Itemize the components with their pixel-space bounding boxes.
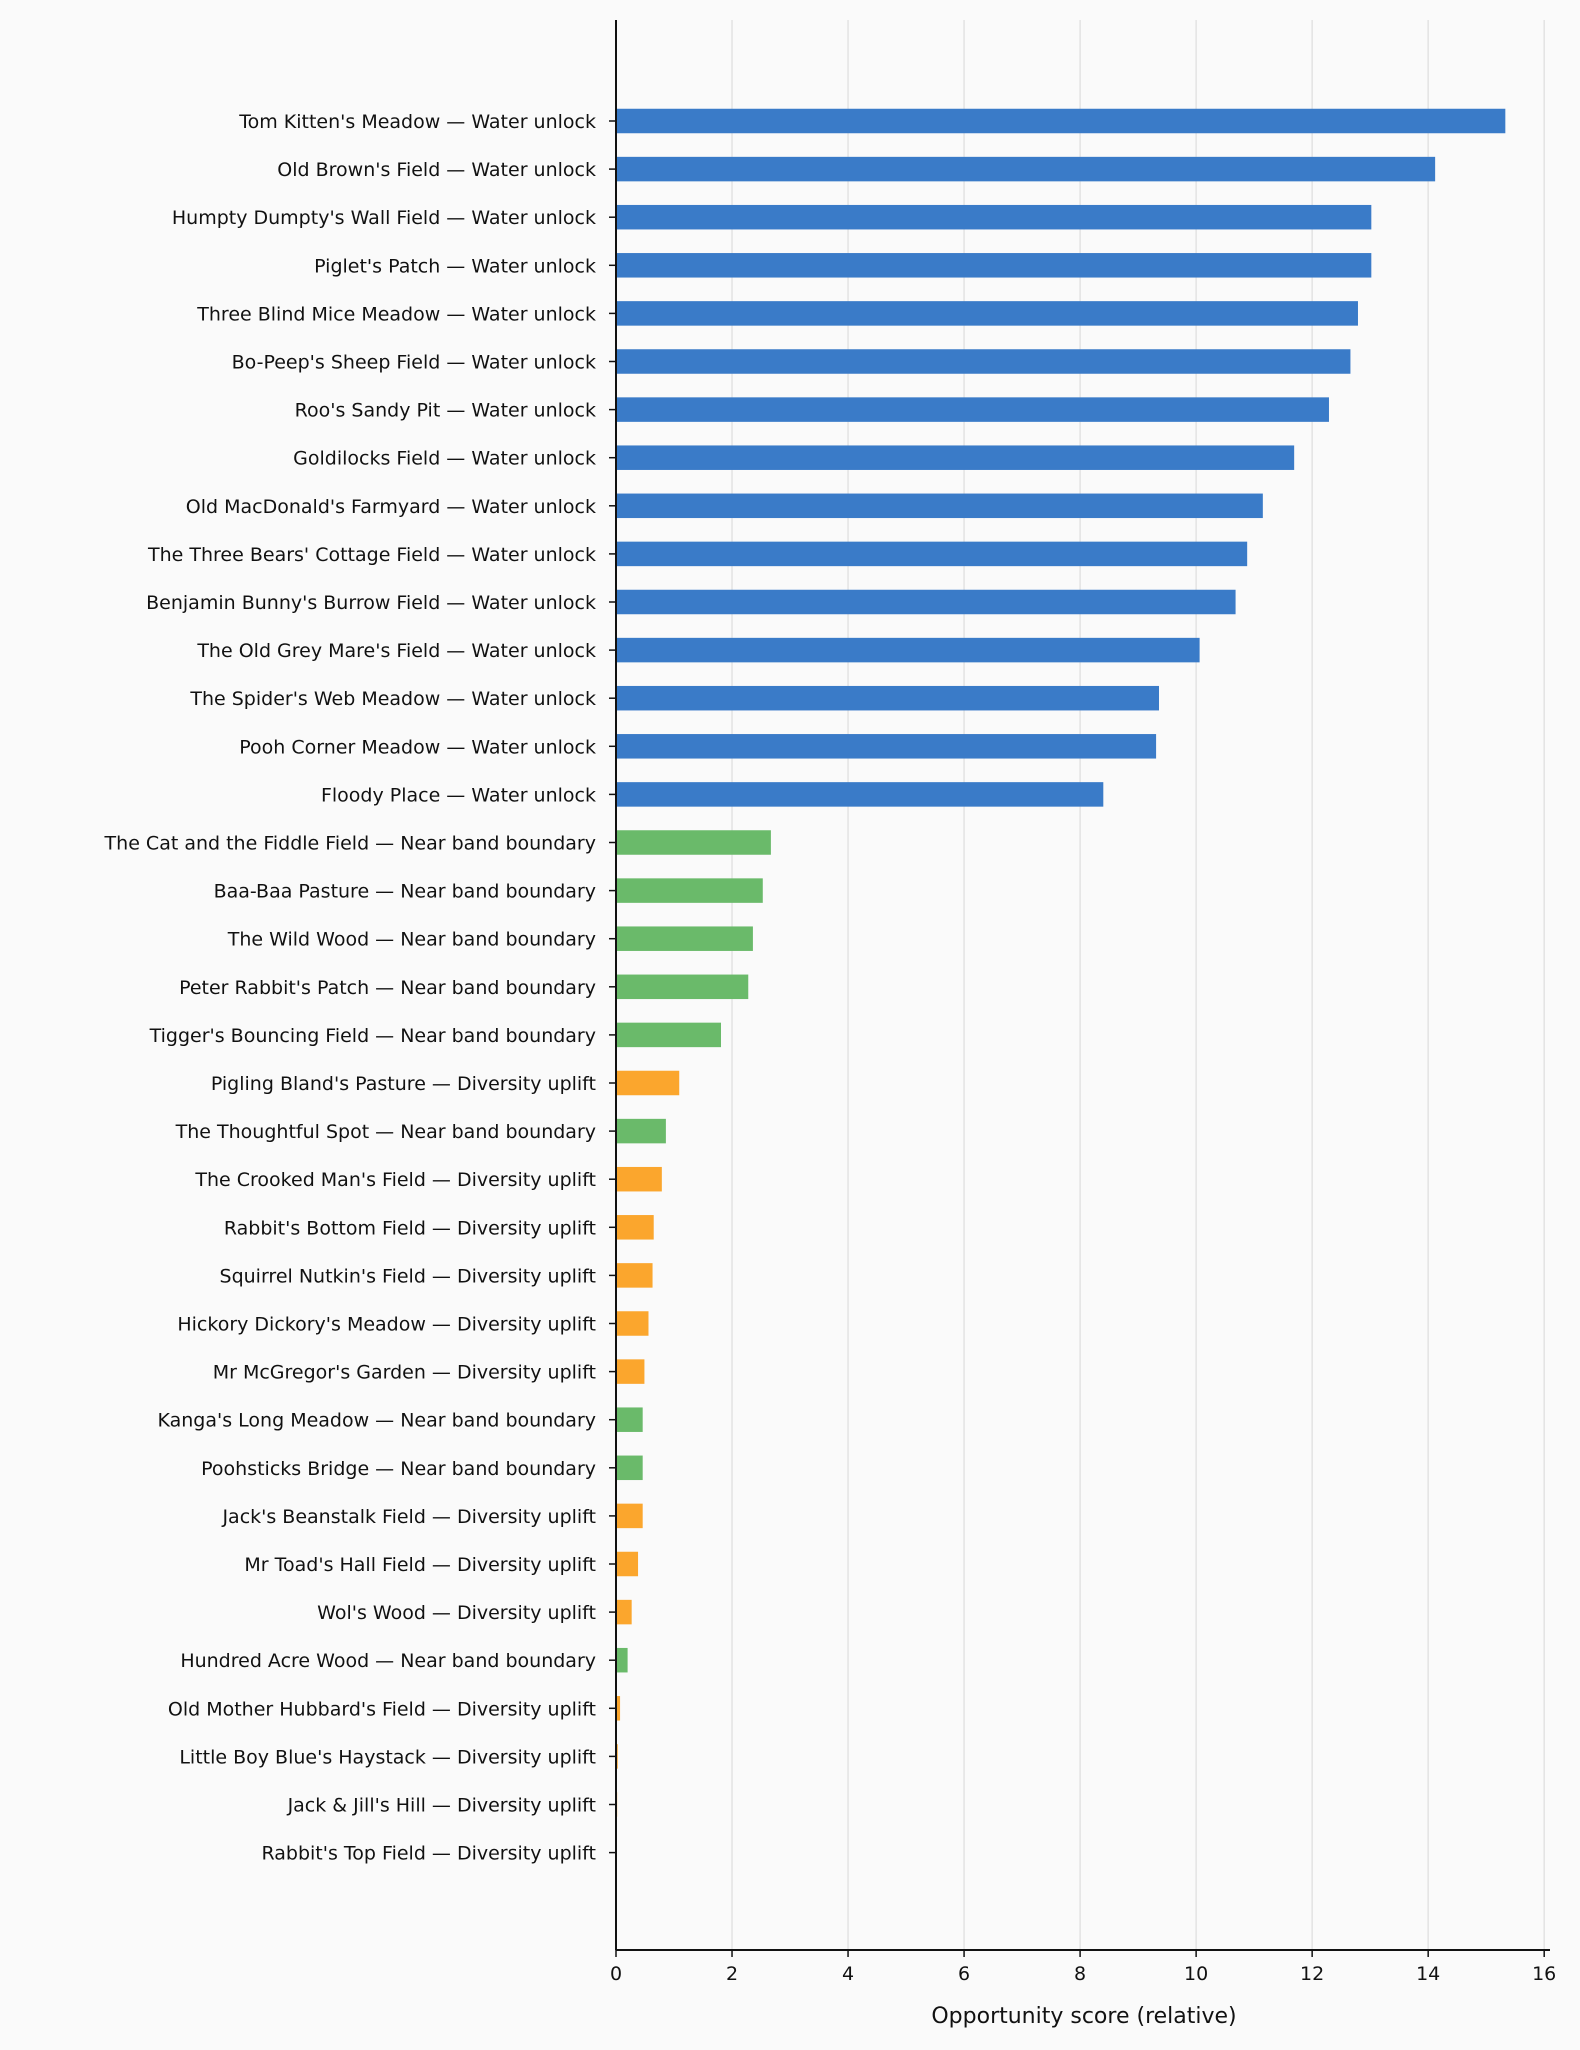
category-label: Floody Place — Water unlock [321,784,596,806]
category-label: Humpty Dumpty's Wall Field — Water unloc… [172,207,596,229]
bar [616,493,1263,519]
category-label: Rabbit's Bottom Field — Diversity uplift [224,1217,596,1239]
category-label: The Three Bears' Cottage Field — Water u… [147,544,596,566]
bar [616,637,1200,663]
bar [616,1263,653,1288]
category-label: Squirrel Nutkin's Field — Diversity upli… [220,1265,596,1287]
category-label: Old Brown's Field — Water unlock [277,159,596,181]
x-tick-label: 12 [1300,1963,1324,1985]
axes [615,20,1550,1951]
category-labels: Tom Kitten's Meadow — Water unlock Old Br… [104,111,616,1865]
bar [616,301,1358,326]
bar [616,1599,632,1625]
bar [616,1070,680,1096]
bar [616,1503,643,1529]
bar [616,253,1372,278]
bar [616,926,753,951]
x-tick-label: 10 [1184,1963,1208,1985]
bar [616,685,1159,711]
category-label: Old Mother Hubbard's Field — Diversity u… [168,1698,596,1720]
category-label: Baa-Baa Pasture — Near band boundary [214,881,596,903]
bar [616,1215,654,1240]
bar [616,156,1436,182]
category-label: Jack's Beanstalk Field — Diversity uplif… [221,1506,596,1528]
bar [616,782,1104,807]
category-label: The Crooked Man's Field — Diversity upli… [194,1169,596,1191]
bar [616,1455,643,1481]
bar [616,1551,639,1577]
category-label: Jack & Jill's Hill — Diversity uplift [287,1795,596,1817]
category-label: Peter Rabbit's Patch — Near band boundar… [179,977,596,999]
category-label: Piglet's Patch — Water unlock [314,255,596,277]
bar [616,204,1372,230]
bar [616,974,749,1000]
bar [616,445,1295,470]
category-label: The Spider's Web Meadow — Water unlock [189,688,596,710]
x-tick-label: 8 [1074,1963,1086,1985]
category-label: Mr McGregor's Garden — Diversity uplift [213,1362,596,1384]
category-label: Hickory Dickory's Meadow — Diversity upl… [177,1314,596,1336]
x-tick-label: 14 [1416,1963,1440,1985]
x-axis-label: Opportunity score (relative) [931,2004,1236,2029]
bar [616,541,1248,567]
bar [616,1647,628,1673]
category-label: Goldilocks Field — Water unlock [293,448,596,470]
category-label: Old MacDonald's Farmyard — Water unlock [186,496,596,518]
category-label: Benjamin Bunny's Burrow Field — Water un… [146,592,596,614]
bar [616,1407,643,1432]
category-label: Hundred Acre Wood — Near band boundary [180,1650,596,1672]
grid-lines [731,20,1545,1950]
category-label: Pigling Bland's Pasture — Diversity upli… [211,1073,596,1095]
bar [616,397,1329,422]
category-label: The Old Grey Mare's Field — Water unlock [196,640,596,662]
category-label: Pooh Corner Meadow — Water unlock [239,736,596,758]
bars [616,108,1506,1865]
category-label: Kanga's Long Meadow — Near band boundary [158,1410,597,1432]
category-label: Roo's Sandy Pit — Water unlock [295,400,596,422]
bar [616,108,1506,134]
category-label: Tigger's Bouncing Field — Near band boun… [149,1025,596,1047]
category-label: Tom Kitten's Meadow — Water unlock [238,111,596,133]
category-label: The Wild Wood — Near band boundary [227,929,596,951]
x-tick-label: 0 [610,1963,622,1985]
bar [616,1166,662,1192]
bar [616,1311,649,1336]
bar [616,878,763,903]
category-label: Poohsticks Bridge — Near band boundary [201,1458,596,1480]
bar [616,1118,666,1144]
category-label: Three Blind Mice Meadow — Water unlock [196,303,596,325]
x-tick-label: 4 [842,1963,854,1985]
x-tick-label: 16 [1532,1963,1556,1985]
bar [616,830,771,855]
x-tick-label: 2 [726,1963,738,1985]
bar [616,349,1351,374]
category-label: Wol's Wood — Diversity uplift [317,1602,596,1624]
category-label: The Thoughtful Spot — Near band boundary [175,1121,596,1143]
bar [616,734,1157,759]
bar [616,589,1236,615]
category-label: Little Boy Blue's Haystack — Diversity u… [179,1746,596,1768]
category-label: Rabbit's Top Field — Diversity uplift [261,1843,596,1865]
bar [616,1696,621,1721]
x-tick-label: 6 [958,1963,970,1985]
category-label: Bo-Peep's Sheep Field — Water unlock [232,352,596,374]
category-label: Mr Toad's Hall Field — Diversity uplift [244,1554,596,1576]
x-tick-labels: 0 2 4 6 8 10 12 14 16 [610,1950,1556,1985]
category-label: The Cat and the Fiddle Field — Near band… [104,833,596,855]
bar [616,1022,722,1048]
bar [616,1359,645,1384]
